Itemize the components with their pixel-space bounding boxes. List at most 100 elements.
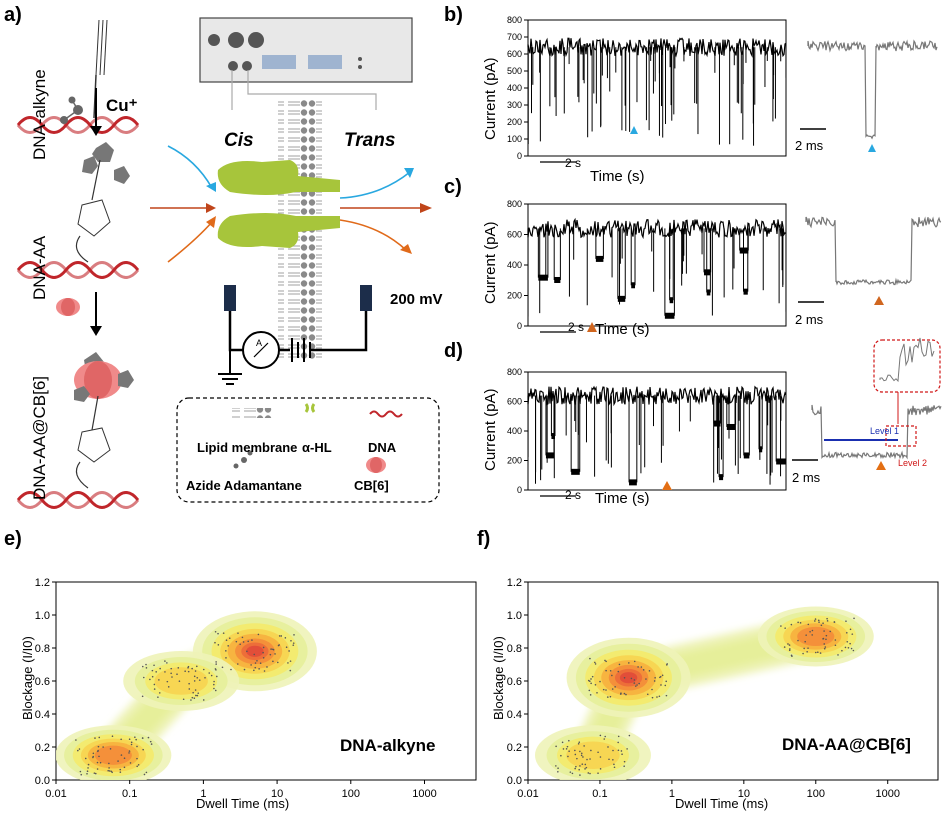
heatmap-e-point	[86, 770, 89, 773]
trace-d-ytick-label: 200	[507, 456, 522, 466]
heatmap-f-point	[580, 752, 583, 755]
trace-b-ytick-label: 0	[517, 151, 522, 161]
heatmap-f-point	[814, 618, 817, 620]
heatmap-f-point	[636, 684, 638, 686]
heatmap-e-point	[164, 660, 166, 662]
heatmap-f-point	[609, 669, 612, 672]
heatmap-f-ytick-label: 1.0	[507, 610, 522, 622]
heatmap-e-point	[94, 737, 96, 739]
heatmap-e-point	[178, 680, 181, 682]
heatmap-e-point	[194, 670, 197, 672]
heatmap-e-point	[262, 651, 264, 654]
trace-c-ytick-label: 400	[507, 260, 522, 270]
marker-c-trace	[587, 322, 597, 332]
heatmap-e-point	[287, 662, 289, 664]
heatmap-e-point	[204, 677, 206, 679]
heatmap-f-ytick-label: 0.4	[507, 709, 522, 721]
trace-d-scale: 2 s	[565, 488, 582, 502]
heatmap-e-point	[176, 673, 178, 676]
heatmap-f-point	[586, 758, 588, 761]
heatmap-e-ytick-label: 1.0	[35, 610, 50, 622]
heatmap-f-ytick-label: 0.6	[507, 676, 522, 688]
heatmap-e-point	[96, 768, 99, 770]
dna-strand-2	[16, 261, 140, 279]
heatmap-e-point	[293, 634, 295, 636]
heatmap-f-xlabel: Dwell Time (ms)	[675, 796, 769, 811]
heatmap-e-ytick-label: 1.2	[35, 577, 50, 589]
heatmap-e-point	[210, 674, 213, 677]
heatmap-e-point	[151, 675, 154, 678]
heatmap-e-point	[278, 635, 281, 637]
heatmap-f-point	[599, 734, 602, 737]
heatmap-f-point	[628, 662, 630, 664]
cb6-icon-small	[56, 298, 80, 316]
heatmap-f-point	[665, 680, 668, 683]
heatmap-e-point	[92, 752, 95, 755]
heatmap-f-point	[568, 750, 570, 753]
heatmap-f-point	[561, 741, 564, 744]
heatmap-f-point	[633, 679, 636, 681]
heatmap-f-point	[576, 757, 578, 760]
trace-c-event	[631, 282, 636, 289]
heatmap-e-point	[108, 762, 110, 765]
trace-c-baseline	[527, 217, 787, 240]
heatmap-f-point	[611, 688, 614, 690]
heatmap-e-point	[166, 662, 168, 664]
heatmap-f-point	[783, 646, 786, 648]
heatmap-f-point	[664, 684, 667, 687]
heatmap-f-point	[590, 678, 592, 680]
heatmap-e-point	[272, 648, 274, 651]
heatmap-e-point	[237, 632, 239, 634]
heatmap-e-point	[235, 640, 238, 643]
heatmap-f-point	[846, 641, 849, 643]
heatmap-e-point	[290, 640, 292, 642]
heatmap-f-point	[621, 753, 623, 755]
heatmap-e-point	[136, 757, 138, 760]
panel-label-e: e)	[4, 528, 22, 550]
heatmap-f-point	[841, 649, 843, 652]
heatmap-f-point	[605, 660, 607, 663]
heatmap-e-point	[184, 670, 186, 673]
heatmap-f-point	[834, 639, 837, 641]
heatmap-e-point	[195, 694, 197, 697]
heatmap-f-point	[589, 772, 591, 775]
trace-c-event	[706, 289, 711, 296]
marker-b-trace	[630, 126, 638, 134]
heatmap-f-point	[824, 646, 827, 648]
zoom-d	[811, 404, 942, 460]
heatmap-f-point	[797, 621, 799, 624]
heatmap-e-contour	[154, 667, 208, 695]
trace-d-event	[743, 452, 750, 459]
legend-lipid: Lipid membrane	[197, 440, 298, 455]
trace-d-event	[776, 458, 786, 465]
trace-c-event	[595, 255, 604, 262]
heatmap-e-point	[130, 743, 133, 746]
trace-b: 0 100 200 300 400 500 600 700 800	[507, 15, 787, 163]
heatmap-f-point	[822, 622, 824, 625]
heatmap-f-point	[852, 649, 855, 652]
legend-azide: Azide Adamantane	[186, 478, 302, 493]
heatmap-f-point	[651, 688, 653, 691]
heatmap-f-point	[569, 771, 572, 773]
heatmap-e-point	[258, 668, 260, 670]
heatmap-f-point	[626, 748, 628, 750]
heatmap-f-point	[567, 755, 569, 758]
heatmap-e-point	[213, 687, 215, 690]
heatmap-e-point	[292, 644, 295, 646]
heatmap-f-point	[590, 682, 592, 685]
heatmap-e-point	[202, 668, 205, 671]
heatmap-e-point	[228, 637, 231, 640]
heatmap-f-point	[596, 691, 598, 694]
heatmap-f-point	[666, 663, 669, 665]
trace-d-event	[719, 474, 724, 481]
heatmap-f-point	[613, 763, 615, 766]
trace-d-event	[758, 446, 763, 453]
heatmap-e-point	[243, 668, 246, 671]
heatmap-e-point	[145, 667, 148, 669]
trace-d-event	[551, 433, 555, 440]
trace-b-ytick-label: 800	[507, 15, 522, 25]
heatmap-f-point	[555, 745, 557, 748]
heatmap-f-title: DNA-AA@CB[6]	[782, 735, 911, 754]
heatmap-e-point	[120, 738, 122, 741]
